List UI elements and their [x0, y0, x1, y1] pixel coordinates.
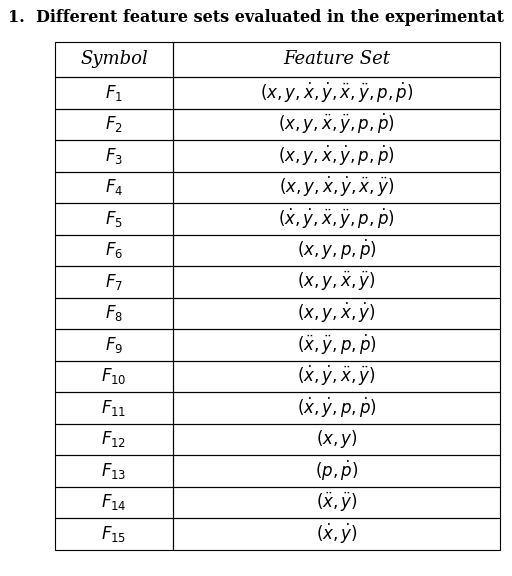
Text: $(\dot{x}, \dot{y}, \ddot{x}, \ddot{y}, p, \dot{p})$: $(\dot{x}, \dot{y}, \ddot{x}, \ddot{y}, …	[278, 207, 395, 231]
Text: $(\dot{x}, \dot{y}, p, \dot{p})$: $(\dot{x}, \dot{y}, p, \dot{p})$	[296, 396, 376, 420]
Bar	[55, 172, 173, 203]
Bar	[173, 297, 500, 329]
Text: $F_5$: $F_5$	[105, 209, 123, 229]
Text: $(p, \dot{p})$: $(p, \dot{p})$	[315, 458, 358, 483]
Text: $(x, y, \ddot{x}, \ddot{y})$: $(x, y, \ddot{x}, \ddot{y})$	[297, 270, 376, 293]
Text: $(\dot{x}, \dot{y})$: $(\dot{x}, \dot{y})$	[315, 522, 357, 546]
Bar	[55, 42, 173, 77]
Bar	[173, 487, 500, 518]
Bar	[173, 140, 500, 172]
Bar	[55, 140, 173, 172]
Text: 1.  Different feature sets evaluated in the experimentat: 1. Different feature sets evaluated in t…	[8, 9, 504, 26]
Bar	[55, 234, 173, 266]
Bar	[173, 266, 500, 297]
Text: $F_9$: $F_9$	[105, 335, 123, 355]
Text: $F_{11}$: $F_{11}$	[101, 398, 126, 418]
Text: $(\dot{x}, \dot{y}, \ddot{x}, \ddot{y})$: $(\dot{x}, \dot{y}, \ddot{x}, \ddot{y})$	[297, 364, 376, 388]
Bar	[173, 361, 500, 392]
Bar	[173, 42, 500, 77]
Bar	[55, 455, 173, 487]
Bar	[55, 487, 173, 518]
Text: $(x, y, p, \dot{p})$: $(x, y, p, \dot{p})$	[296, 238, 376, 262]
Text: $(x, y, \dot{x}, \dot{y}, p, \dot{p})$: $(x, y, \dot{x}, \dot{y}, p, \dot{p})$	[278, 143, 395, 168]
Bar	[55, 392, 173, 423]
Bar	[173, 203, 500, 234]
Bar	[173, 518, 500, 550]
Text: $F_4$: $F_4$	[105, 177, 123, 197]
Bar	[55, 518, 173, 550]
Text: $(x, y)$: $(x, y)$	[315, 428, 357, 450]
Text: $F_{15}$: $F_{15}$	[101, 524, 126, 544]
Bar	[173, 77, 500, 108]
Text: $(\ddot{x}, \ddot{y})$: $(\ddot{x}, \ddot{y})$	[315, 491, 357, 514]
Text: $(x, y, \dot{x}, \dot{y}, \ddot{x}, \ddot{y}, p, \dot{p})$: $(x, y, \dot{x}, \dot{y}, \ddot{x}, \ddo…	[260, 81, 413, 105]
Text: $(x, y, \dot{x}, \dot{y}, \ddot{x}, \ddot{y})$: $(x, y, \dot{x}, \dot{y}, \ddot{x}, \ddo…	[279, 175, 394, 199]
Bar	[55, 423, 173, 455]
Text: $(x, y, \ddot{x}, \ddot{y}, p, \dot{p})$: $(x, y, \ddot{x}, \ddot{y}, p, \dot{p})$	[278, 112, 395, 137]
Text: $F_1$: $F_1$	[105, 83, 123, 103]
Bar	[173, 455, 500, 487]
Text: $F_{10}$: $F_{10}$	[101, 366, 127, 386]
Text: $F_6$: $F_6$	[105, 240, 123, 260]
Text: $F_{12}$: $F_{12}$	[101, 429, 126, 449]
Text: $(\ddot{x}, \ddot{y}, p, \dot{p})$: $(\ddot{x}, \ddot{y}, p, \dot{p})$	[296, 333, 376, 357]
Bar	[173, 234, 500, 266]
Text: $(x, y, \dot{x}, \dot{y})$: $(x, y, \dot{x}, \dot{y})$	[297, 301, 376, 325]
Text: $F_{13}$: $F_{13}$	[101, 461, 126, 481]
Bar	[173, 108, 500, 140]
Bar	[55, 203, 173, 234]
Bar	[55, 297, 173, 329]
Bar	[55, 329, 173, 361]
Bar	[173, 392, 500, 423]
Text: $F_3$: $F_3$	[105, 146, 123, 166]
Bar	[173, 329, 500, 361]
Bar	[55, 77, 173, 108]
Text: $F_7$: $F_7$	[105, 272, 123, 292]
Text: Feature Set: Feature Set	[283, 51, 390, 69]
Text: Symbol: Symbol	[80, 51, 148, 69]
Text: $F_{14}$: $F_{14}$	[101, 492, 127, 512]
Bar	[173, 172, 500, 203]
Text: $F_2$: $F_2$	[105, 114, 123, 134]
Bar	[55, 361, 173, 392]
Bar	[55, 266, 173, 297]
Text: $F_8$: $F_8$	[105, 303, 123, 323]
Bar	[173, 423, 500, 455]
Bar	[55, 108, 173, 140]
